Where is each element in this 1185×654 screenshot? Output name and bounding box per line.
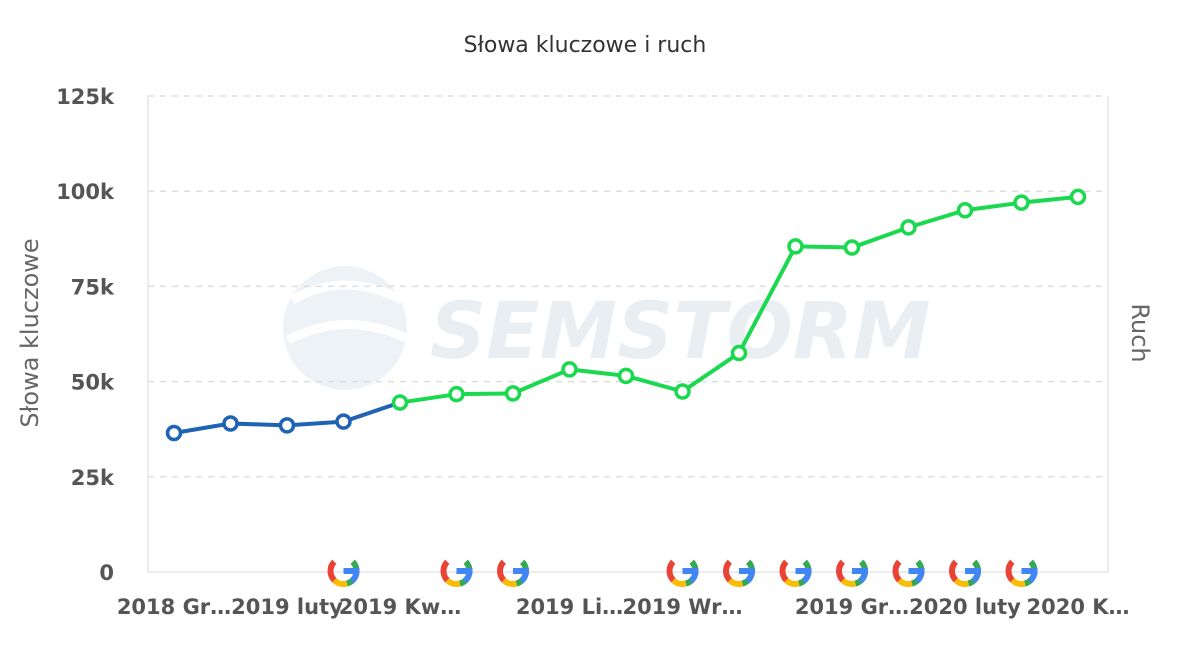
google-g-icon xyxy=(497,559,529,587)
data-point[interactable] xyxy=(278,417,296,434)
google-g-icon xyxy=(327,559,360,587)
google-icon-arc xyxy=(445,577,461,587)
data-point[interactable] xyxy=(730,344,748,362)
google-update-markers xyxy=(327,559,1038,587)
google-icon-arc xyxy=(784,577,800,587)
x-tick-label: 2019 Wr… xyxy=(623,595,743,619)
google-icon-arc xyxy=(327,559,337,583)
watermark-swoosh xyxy=(285,320,408,344)
x-tick-label: 2018 Gr… xyxy=(117,595,231,619)
google-icon-arc xyxy=(897,577,913,587)
google-icon-arc xyxy=(892,559,902,583)
google-icon-arc xyxy=(440,559,450,583)
google-icon-arc xyxy=(349,570,360,584)
google-g-icon xyxy=(949,559,981,587)
watermark-swoosh xyxy=(289,280,405,304)
data-point[interactable] xyxy=(165,424,183,442)
data-point[interactable] xyxy=(335,413,352,430)
google-icon-arc xyxy=(666,559,676,583)
google-icon-arc xyxy=(1010,577,1026,587)
x-tick-label: 2019 luty xyxy=(231,595,343,619)
y-axis-ticks: 0 25k 50k 75k 100k 125k xyxy=(56,85,115,585)
google-icon-arc xyxy=(971,570,981,584)
google-icon-arc xyxy=(1027,570,1038,584)
series-layer xyxy=(165,188,1087,442)
google-icon-arc xyxy=(723,559,733,583)
x-tick-label: 2020 luty xyxy=(909,595,1021,619)
y-tick-label: 25k xyxy=(71,466,115,490)
x-tick-label: 2020 K… xyxy=(1026,595,1129,619)
y-tick-label: 75k xyxy=(71,275,115,299)
google-icon-arc xyxy=(332,577,348,587)
google-icon-arc xyxy=(462,570,473,584)
google-icon-arc xyxy=(779,559,789,583)
google-icon-arc xyxy=(840,577,857,587)
google-icon-arc xyxy=(953,577,970,587)
google-icon-arc xyxy=(671,577,687,587)
data-point[interactable] xyxy=(1013,194,1030,211)
y-tick-label: 0 xyxy=(99,561,114,585)
data-point[interactable] xyxy=(843,239,861,256)
google-g-icon xyxy=(666,559,699,587)
semstorm-logo-icon xyxy=(283,266,408,390)
google-icon-arc xyxy=(914,570,925,584)
google-g-icon xyxy=(892,559,925,587)
data-point[interactable] xyxy=(504,385,522,402)
grid xyxy=(147,95,1109,573)
data-point[interactable] xyxy=(787,238,804,255)
data-point[interactable] xyxy=(448,385,465,403)
google-g-icon xyxy=(723,559,755,587)
google-icon-arc xyxy=(519,570,529,584)
data-point[interactable] xyxy=(391,394,409,411)
google-g-icon xyxy=(779,559,812,587)
data-point[interactable] xyxy=(900,219,917,236)
data-point[interactable] xyxy=(222,415,239,432)
x-tick-label: 2019 Kw… xyxy=(339,595,461,619)
data-point[interactable] xyxy=(674,383,691,400)
chart-title: Słowa kluczowe i ruch xyxy=(464,33,707,58)
google-icon-arc xyxy=(836,559,846,583)
y-axis-label: Słowa kluczowe xyxy=(16,238,44,427)
y-tick-label: 125k xyxy=(56,85,115,109)
google-icon-arc xyxy=(501,577,518,587)
data-point[interactable] xyxy=(1069,188,1087,206)
google-icon-arc xyxy=(727,577,744,587)
google-icon-arc xyxy=(688,570,699,584)
google-icon-arc xyxy=(949,559,959,583)
data-point[interactable] xyxy=(561,361,578,378)
x-tick-label: 2019 Gr… xyxy=(795,595,909,619)
x-tick-label: 2019 Li… xyxy=(516,595,623,619)
y-tick-label: 100k xyxy=(56,180,115,204)
google-g-icon xyxy=(440,559,473,587)
google-icon-arc xyxy=(745,570,755,584)
y2-axis-label: Ruch xyxy=(1126,303,1154,362)
google-icon-arc xyxy=(801,570,812,584)
watermark-text: SEMSTORM xyxy=(430,287,930,377)
google-g-icon xyxy=(836,559,868,587)
data-point[interactable] xyxy=(956,201,974,219)
google-icon-arc xyxy=(1005,559,1015,583)
y-tick-label: 50k xyxy=(71,371,115,395)
google-icon-arc xyxy=(497,559,507,583)
google-icon-arc xyxy=(858,570,868,584)
data-point[interactable] xyxy=(617,367,635,385)
google-g-icon xyxy=(1005,559,1038,587)
